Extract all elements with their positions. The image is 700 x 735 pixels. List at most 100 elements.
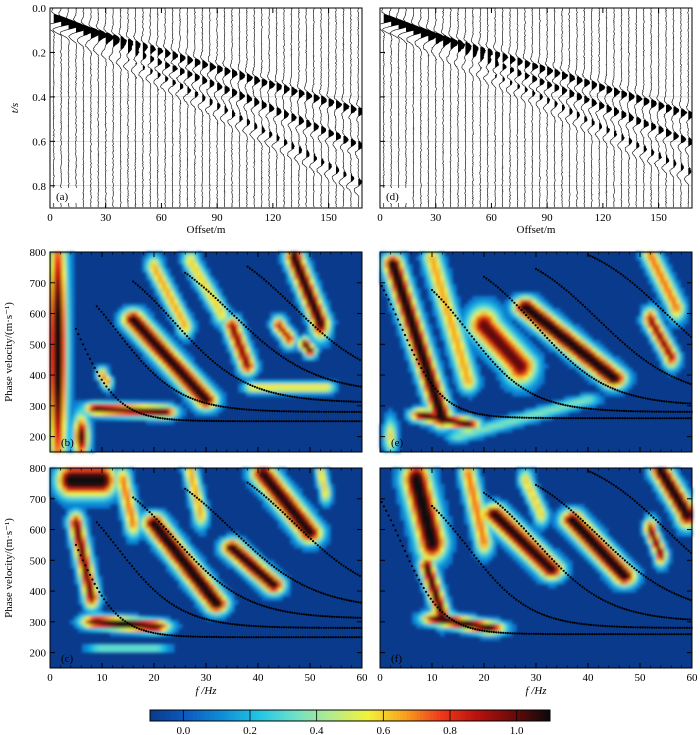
- heatmap-cell: [424, 420, 429, 425]
- heatmap-cell: [234, 324, 239, 329]
- curve-point: [652, 300, 655, 303]
- heatmap-cell: [412, 300, 417, 305]
- heatmap-cell: [118, 316, 123, 321]
- curve-point: [614, 334, 617, 338]
- heatmap-cell: [388, 416, 393, 421]
- heatmap-cell: [524, 364, 529, 369]
- heatmap-cell: [318, 300, 323, 305]
- curve-point: [403, 333, 407, 337]
- trace-wiggle: [286, 8, 298, 208]
- heatmap-cell: [448, 296, 453, 301]
- heatmap-cell: [298, 268, 303, 273]
- heatmap-cell: [392, 316, 397, 321]
- heatmap-cell: [314, 324, 319, 329]
- heatmap-cell: [266, 488, 271, 493]
- heatmap-cell: [484, 308, 489, 313]
- heatmap-cell: [388, 308, 393, 313]
- heatmap-cell: [424, 380, 429, 385]
- heatmap-cell: [660, 328, 665, 333]
- heatmap-cell: [516, 300, 521, 305]
- heatmap-cell: [110, 492, 115, 497]
- heatmap-cell: [384, 268, 389, 273]
- trace-fill: [90, 27, 101, 55]
- heatmap-cell: [62, 372, 67, 377]
- trace-wiggle: [468, 8, 479, 208]
- heatmap-cell: [500, 308, 505, 313]
- heatmap-cell: [644, 312, 649, 317]
- heatmap-cell: [476, 320, 481, 325]
- heatmap-cell: [416, 336, 421, 341]
- heatmap-cell: [436, 364, 441, 369]
- heatmap-cell: [684, 316, 689, 321]
- curve-point: [187, 395, 190, 398]
- heatmap-cell: [620, 380, 625, 385]
- curve-point: [602, 417, 606, 420]
- heatmap-cell: [50, 320, 55, 325]
- curve-point: [605, 326, 608, 329]
- heatmap-cell: [436, 424, 441, 429]
- heatmap-cell: [166, 376, 171, 381]
- heatmap-cell: [492, 360, 497, 365]
- heatmap-cell: [428, 280, 433, 285]
- curve-point: [532, 321, 535, 324]
- curve-point: [437, 295, 441, 298]
- heatmap-cell: [500, 332, 505, 337]
- heatmap-cell: [182, 400, 187, 405]
- heatmap-cell: [190, 496, 195, 501]
- heatmap-cell: [150, 320, 155, 325]
- curve-point: [221, 303, 224, 306]
- heatmap-cell: [302, 352, 307, 357]
- heatmap-cell: [106, 468, 111, 473]
- heatmap-cell: [400, 284, 405, 289]
- heatmap-cell: [504, 428, 509, 433]
- heatmap-cell: [54, 432, 59, 437]
- heatmap-cell: [282, 320, 287, 325]
- heatmap-cell: [648, 304, 653, 309]
- heatmap-cell: [294, 268, 299, 273]
- heatmap-cell: [528, 384, 533, 389]
- curve-point: [628, 393, 631, 396]
- heatmap-cell: [150, 352, 155, 357]
- heatmap-cell: [62, 328, 67, 333]
- curve-point: [205, 288, 208, 291]
- heatmap-cell: [150, 280, 155, 285]
- heatmap-cell: [520, 388, 525, 393]
- heatmap-cell: [512, 316, 517, 321]
- heatmap-cell: [540, 324, 545, 329]
- trace-fill: [98, 30, 107, 42]
- curve-point: [675, 377, 678, 380]
- heatmap-cell: [668, 352, 673, 357]
- curve-point: [308, 410, 311, 413]
- heatmap-cell: [54, 392, 59, 397]
- heatmap-cell: [464, 308, 469, 313]
- heatmap-cell: [448, 352, 453, 357]
- heatmap-cell: [226, 312, 231, 317]
- curve-point: [349, 400, 352, 403]
- heatmap-cell: [286, 272, 291, 277]
- heatmap-cell: [644, 324, 649, 329]
- heatmap-cell: [150, 344, 155, 349]
- curve-point: [586, 417, 589, 420]
- heatmap-cell: [298, 388, 303, 393]
- heatmap-cell: [448, 408, 453, 413]
- heatmap-cell: [294, 484, 299, 489]
- heatmap-cell: [664, 268, 669, 273]
- heatmap-cell: [254, 484, 259, 489]
- heatmap-cell: [82, 404, 87, 409]
- heatmap-cell: [238, 344, 243, 349]
- heatmap-cell: [424, 328, 429, 333]
- curve-point: [132, 280, 135, 283]
- curve-point: [539, 416, 542, 419]
- heatmap-cell: [54, 332, 59, 337]
- trace-fill: [120, 36, 127, 50]
- heatmap-cell: [612, 372, 617, 377]
- heatmap-cell: [70, 444, 75, 449]
- heatmap-cell: [536, 420, 541, 425]
- heatmap-cell: [676, 320, 681, 325]
- heatmap-cell: [126, 320, 131, 325]
- curve-point: [607, 417, 610, 420]
- heatmap-cell: [170, 340, 175, 345]
- heatmap-cell: [102, 404, 107, 409]
- curve-point: [305, 317, 308, 320]
- curve-point: [130, 348, 133, 352]
